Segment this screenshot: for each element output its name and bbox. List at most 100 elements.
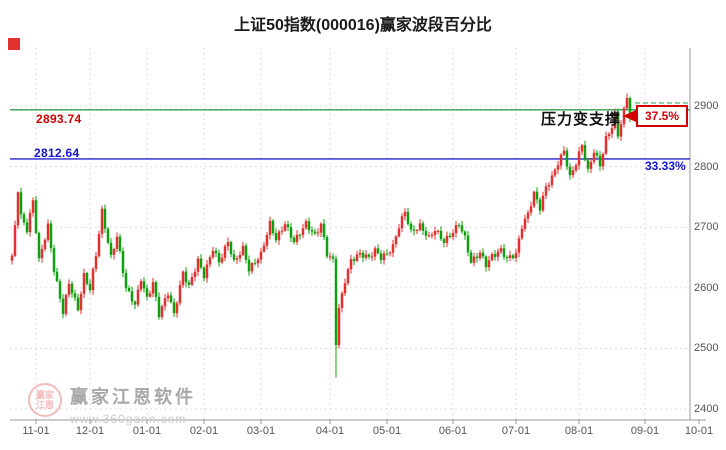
candle-body (598, 155, 602, 167)
watermark-logo-text-bottom: 江恩 (35, 400, 54, 410)
candle-body (130, 291, 134, 302)
candle-body (301, 228, 305, 235)
candle-body (628, 97, 632, 118)
candle-body (256, 259, 260, 264)
x-axis-label: 08-01 (564, 425, 594, 437)
candle-body (64, 294, 68, 314)
candle-body (310, 230, 314, 232)
x-axis-label: 01-01 (132, 425, 162, 437)
candle-body (589, 161, 593, 169)
candle-body (109, 242, 113, 255)
candle-body (61, 298, 65, 314)
candle-body (223, 246, 227, 258)
candle-body (316, 232, 320, 234)
candle-body (334, 258, 338, 346)
candle-body (325, 236, 329, 257)
candle-body (469, 252, 473, 263)
candle-body (376, 248, 380, 254)
candle-body (601, 153, 605, 167)
legend-marker (8, 38, 20, 50)
candle-body (34, 200, 38, 233)
candle-body (187, 282, 191, 285)
percentage-badge: 37.5% (636, 105, 689, 127)
candle-body (358, 252, 362, 255)
candle-body (136, 289, 140, 305)
candle-body (43, 239, 47, 250)
candle-body (91, 269, 95, 291)
candle-body (547, 184, 551, 187)
watermark: 赢家 江恩 赢家江恩软件 www.360gann.com (28, 383, 196, 426)
candle-body (502, 248, 506, 258)
candle-body (421, 223, 425, 231)
candle-body (154, 282, 158, 297)
candle-body (517, 238, 521, 253)
candle-body (277, 231, 281, 241)
candle-body (16, 192, 20, 226)
candle-body (196, 258, 200, 272)
candle-body (535, 191, 539, 200)
candle-body (172, 302, 176, 314)
candle-body (190, 277, 194, 285)
candle-body (562, 150, 566, 155)
candle-body (295, 234, 299, 243)
candle-body (208, 257, 212, 265)
candle-body (454, 225, 458, 233)
candle-body (340, 293, 344, 308)
candle-body (55, 271, 59, 282)
candle-body (478, 252, 482, 259)
candle-body (28, 212, 32, 233)
candle-body (49, 223, 53, 249)
candle-body (484, 256, 488, 268)
candle-body (211, 250, 215, 258)
candle-body (106, 228, 110, 243)
candle-body (619, 124, 623, 137)
candle-body (475, 256, 479, 259)
candle-body (466, 235, 470, 253)
candle-body (349, 259, 353, 270)
candle-body (328, 256, 332, 258)
candle-body (529, 206, 533, 213)
candle-body (568, 166, 572, 176)
candle-body (370, 256, 374, 258)
candle-body (217, 253, 221, 263)
candle-body (373, 248, 377, 257)
candle-body (52, 248, 56, 272)
x-axis-label: 12-01 (75, 425, 105, 437)
candle-body (46, 223, 50, 240)
candle-body (37, 232, 41, 259)
candle-body (82, 272, 86, 294)
candle-body (520, 228, 524, 239)
candle-body (550, 175, 554, 185)
candle-body (574, 165, 578, 171)
candle-body (151, 282, 155, 294)
candle-body (22, 214, 26, 223)
support-level-label: 2812.64 (34, 146, 80, 160)
candle-body (13, 225, 17, 256)
candle-body (274, 233, 278, 241)
candle-body (571, 170, 575, 176)
x-axis-label: 09-01 (630, 425, 660, 437)
candle-body (31, 200, 35, 213)
candle-body (10, 255, 14, 261)
candle-body (70, 283, 74, 294)
x-axis-label: 02-01 (189, 425, 219, 437)
candle-body (265, 235, 269, 246)
candle-body (400, 216, 404, 229)
candle-body (490, 254, 494, 261)
candle-body (19, 192, 23, 215)
candle-body (229, 242, 233, 255)
candle-body (511, 255, 515, 259)
candle-body (160, 306, 164, 318)
candle-body (73, 293, 77, 298)
x-axis-label: 07-01 (501, 425, 531, 437)
x-axis-label: 03-01 (246, 425, 276, 437)
candle-body (157, 296, 161, 318)
candle-body (604, 136, 608, 154)
candle-body (205, 264, 209, 279)
candle-body (472, 256, 476, 263)
x-axis-label: 05-01 (372, 425, 402, 437)
candle-body (304, 221, 308, 229)
candle-body (436, 230, 440, 232)
x-axis-label: 10-01 (684, 425, 714, 437)
candle-body (175, 303, 179, 314)
